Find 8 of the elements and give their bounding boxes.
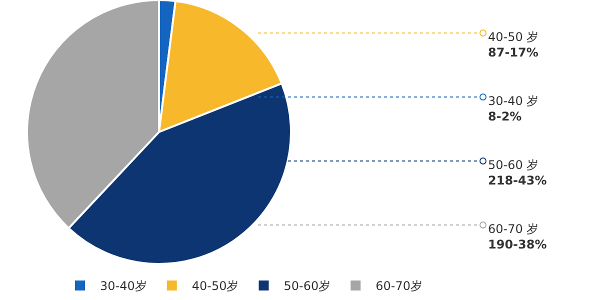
legend-label: 50-60岁	[284, 279, 331, 294]
legend-label: 40-50岁	[192, 279, 239, 294]
text: 40-50 岁 87-17%	[488, 30, 539, 60]
legend-label: 60-70岁	[376, 279, 422, 294]
legend-label: 30-40岁	[100, 279, 147, 294]
text: 50-60 岁 218-43%	[488, 158, 547, 188]
text: 60-70 岁 190-38%	[488, 222, 547, 252]
text: 30-40 岁 8-2%	[488, 94, 539, 124]
